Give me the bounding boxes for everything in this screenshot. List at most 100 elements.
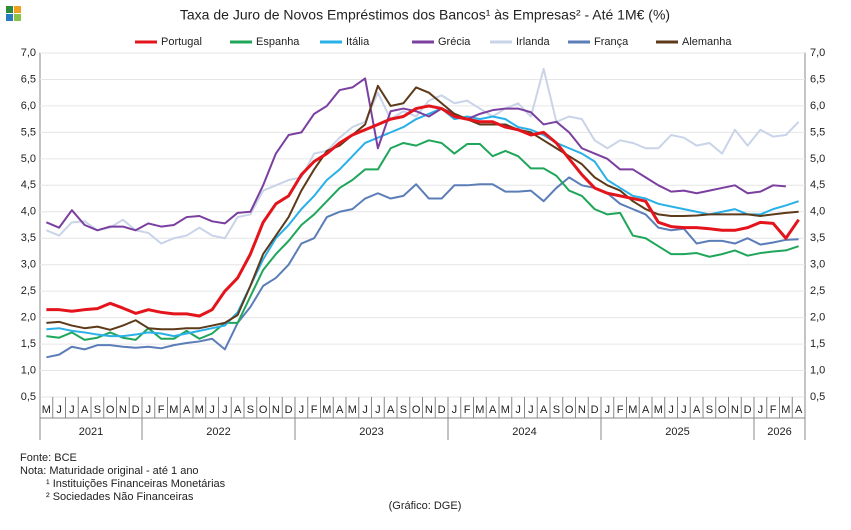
x-tick-label: M	[781, 404, 790, 416]
x-tick-label: F	[617, 404, 624, 416]
x-tick-label: A	[387, 404, 395, 416]
x-tick-label: J	[515, 404, 521, 416]
y-tick-label: 5,5	[21, 126, 36, 138]
x-tick-label: N	[731, 404, 739, 416]
x-tick-label: J	[668, 404, 674, 416]
note: Nota: Maturidade original - até 1 ano	[20, 465, 199, 477]
line-series	[46, 107, 799, 338]
x-tick-label: A	[183, 404, 191, 416]
x-tick-label: A	[336, 404, 344, 416]
line-series	[46, 104, 800, 318]
chart-title: Taxa de Juro de Novos Empréstimos dos Ba…	[180, 7, 670, 23]
x-tick-label: S	[247, 404, 254, 416]
x-tick-label: F	[464, 404, 471, 416]
line-series	[45, 77, 786, 232]
x-tick-label: S	[706, 404, 713, 416]
y-tick-label: 5,0	[21, 153, 36, 165]
y2-tick-label: 0,5	[810, 391, 825, 403]
x-tick-label: N	[578, 404, 586, 416]
legend-label: Irlanda	[516, 36, 551, 48]
x-tick-label: J	[146, 404, 152, 416]
y-tick-label: 0,5	[21, 391, 36, 403]
x-tick-label: N	[425, 404, 433, 416]
x-tick-label: O	[718, 404, 727, 416]
y-tick-label: 1,5	[21, 338, 36, 350]
x-tick-label: A	[489, 404, 497, 416]
x-tick-label: M	[42, 404, 51, 416]
year-label: 2021	[79, 426, 103, 438]
x-tick-label: S	[553, 404, 560, 416]
x-tick-label: O	[106, 404, 115, 416]
x-tick-label: D	[132, 404, 140, 416]
y2-tick-label: 3,5	[810, 232, 825, 244]
note: ² Sociedades Não Financeiras	[46, 491, 194, 503]
x-tick-label: J	[69, 404, 75, 416]
y2-tick-label: 6,0	[810, 100, 825, 112]
x-tick-label: J	[56, 404, 62, 416]
y-tick-label: 7,0	[21, 47, 36, 59]
x-tick-label: J	[362, 404, 368, 416]
y2-tick-label: 4,5	[810, 179, 825, 191]
note: Fonte: BCE	[20, 452, 77, 464]
legend-label: Itália	[346, 36, 370, 48]
x-tick-label: D	[285, 404, 293, 416]
year-label: 2023	[359, 426, 383, 438]
y2-tick-label: 1,5	[810, 338, 825, 350]
x-tick-label: O	[412, 404, 421, 416]
y2-tick-label: 4,0	[810, 206, 825, 218]
x-tick-label: N	[272, 404, 280, 416]
x-tick-label: A	[795, 404, 803, 416]
line-series	[46, 176, 799, 359]
x-tick-label: M	[348, 404, 357, 416]
y-tick-label: 2,0	[21, 312, 36, 324]
x-tick-label: A	[642, 404, 650, 416]
y2-tick-label: 2,5	[810, 285, 825, 297]
y-tick-label: 3,5	[21, 232, 36, 244]
y2-tick-label: 2,0	[810, 312, 825, 324]
y-tick-label: 4,5	[21, 179, 36, 191]
y-tick-label: 4,0	[21, 206, 36, 218]
x-tick-label: F	[311, 404, 318, 416]
x-tick-label: J	[605, 404, 611, 416]
y-tick-label: 1,0	[21, 364, 36, 376]
y2-tick-label: 3,0	[810, 259, 825, 271]
y-tick-label: 2,5	[21, 285, 36, 297]
x-tick-label: M	[501, 404, 510, 416]
x-tick-label: O	[565, 404, 574, 416]
x-tick-label: D	[744, 404, 752, 416]
x-tick-label: J	[528, 404, 534, 416]
x-tick-label: J	[681, 404, 687, 416]
x-tick-label: S	[94, 404, 101, 416]
line-series	[46, 84, 799, 331]
x-tick-label: A	[693, 404, 701, 416]
x-tick-label: F	[158, 404, 165, 416]
year-label: 2022	[206, 426, 230, 438]
x-tick-label: J	[758, 404, 764, 416]
year-label: 2024	[512, 426, 536, 438]
x-tick-label: N	[119, 404, 127, 416]
x-tick-label: M	[628, 404, 637, 416]
x-tick-label: M	[169, 404, 178, 416]
x-tick-label: A	[234, 404, 242, 416]
x-tick-label: M	[322, 404, 331, 416]
x-tick-label: M	[654, 404, 663, 416]
x-tick-label: F	[770, 404, 777, 416]
y2-tick-label: 6,5	[810, 73, 825, 85]
x-tick-label: A	[540, 404, 548, 416]
y2-tick-label: 7,0	[810, 47, 825, 59]
y2-tick-label: 5,5	[810, 126, 825, 138]
x-tick-label: D	[438, 404, 446, 416]
logo	[6, 6, 21, 21]
y2-tick-label: 5,0	[810, 153, 825, 165]
line-series	[45, 67, 800, 245]
legend-label: Espanha	[256, 36, 300, 48]
y-tick-label: 3,0	[21, 259, 36, 271]
year-label: 2026	[767, 426, 791, 438]
x-tick-label: A	[81, 404, 89, 416]
legend-label: Grécia	[438, 36, 471, 48]
legend-label: Alemanha	[682, 36, 732, 48]
x-tick-label: J	[375, 404, 381, 416]
x-tick-label: M	[195, 404, 204, 416]
x-tick-label: S	[400, 404, 407, 416]
